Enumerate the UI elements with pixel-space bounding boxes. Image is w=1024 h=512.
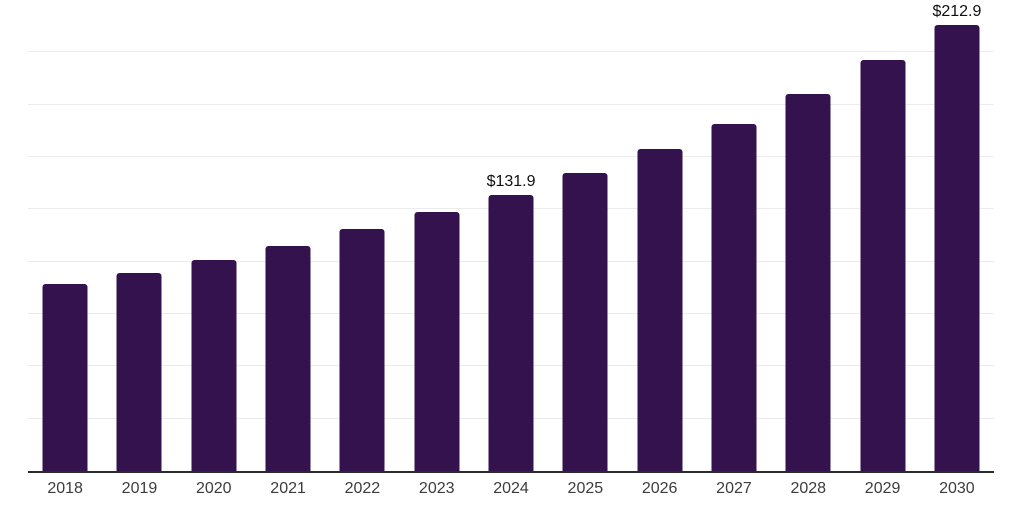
x-tick-2026: 2026: [641, 480, 678, 497]
bar-slot: $212.9: [920, 0, 994, 471]
bar-slot: [325, 0, 399, 471]
x-tick-2023: 2023: [418, 480, 455, 497]
x-tick-2027: 2027: [716, 480, 752, 497]
bar-2019: [116, 272, 162, 471]
gridline: [28, 51, 994, 53]
x-tick-2022: 2022: [344, 480, 381, 497]
x-axis-labels: 2018 2019 2020 2021 2022 2023 2024 2025 2026 2027…: [28, 479, 994, 498]
x-tick-2025: 2025: [567, 480, 604, 497]
bar-2027: [711, 123, 757, 471]
x-tick-2020: 2020: [195, 480, 232, 497]
bar-2018: [42, 284, 88, 471]
bar-2030: [934, 25, 980, 471]
bar-slot: [177, 0, 251, 471]
bar-slot: [771, 0, 845, 471]
bar-slot: $131.9: [474, 0, 548, 471]
bar-slot: [623, 0, 697, 471]
bar-2023: [414, 211, 460, 471]
x-tick-2021: 2021: [270, 480, 306, 497]
bar-slot: [251, 0, 325, 471]
bar-slot: [697, 0, 771, 471]
bar-slot: [28, 0, 102, 471]
bar-slot: [400, 0, 474, 471]
x-tick-2019: 2019: [121, 480, 158, 497]
gridline: [28, 156, 994, 158]
x-tick-2024: 2024: [493, 480, 529, 497]
x-tick-2029: 2029: [864, 480, 901, 497]
x-tick-2028: 2028: [790, 480, 827, 497]
gridline: [28, 103, 994, 105]
plot-area: $131.9 $212.9: [28, 0, 994, 473]
x-tick-2030: 2030: [939, 480, 975, 497]
bar-2029: [860, 60, 906, 471]
bar-2020: [191, 259, 237, 471]
bar-2022: [339, 229, 385, 471]
bar-2025: [562, 172, 608, 471]
bar-2021: [265, 245, 311, 471]
bar-2028: [785, 94, 831, 471]
bars: $131.9 $212.9: [28, 0, 994, 471]
data-label-2024: $131.9: [486, 172, 536, 190]
bar-2024: [488, 194, 534, 471]
bar-slot: [548, 0, 622, 471]
data-label-2030: $212.9: [932, 3, 982, 21]
bar-2026: [637, 149, 683, 471]
bar-slot: [845, 0, 919, 471]
bar-slot: [102, 0, 176, 471]
x-tick-2018: 2018: [47, 480, 83, 497]
